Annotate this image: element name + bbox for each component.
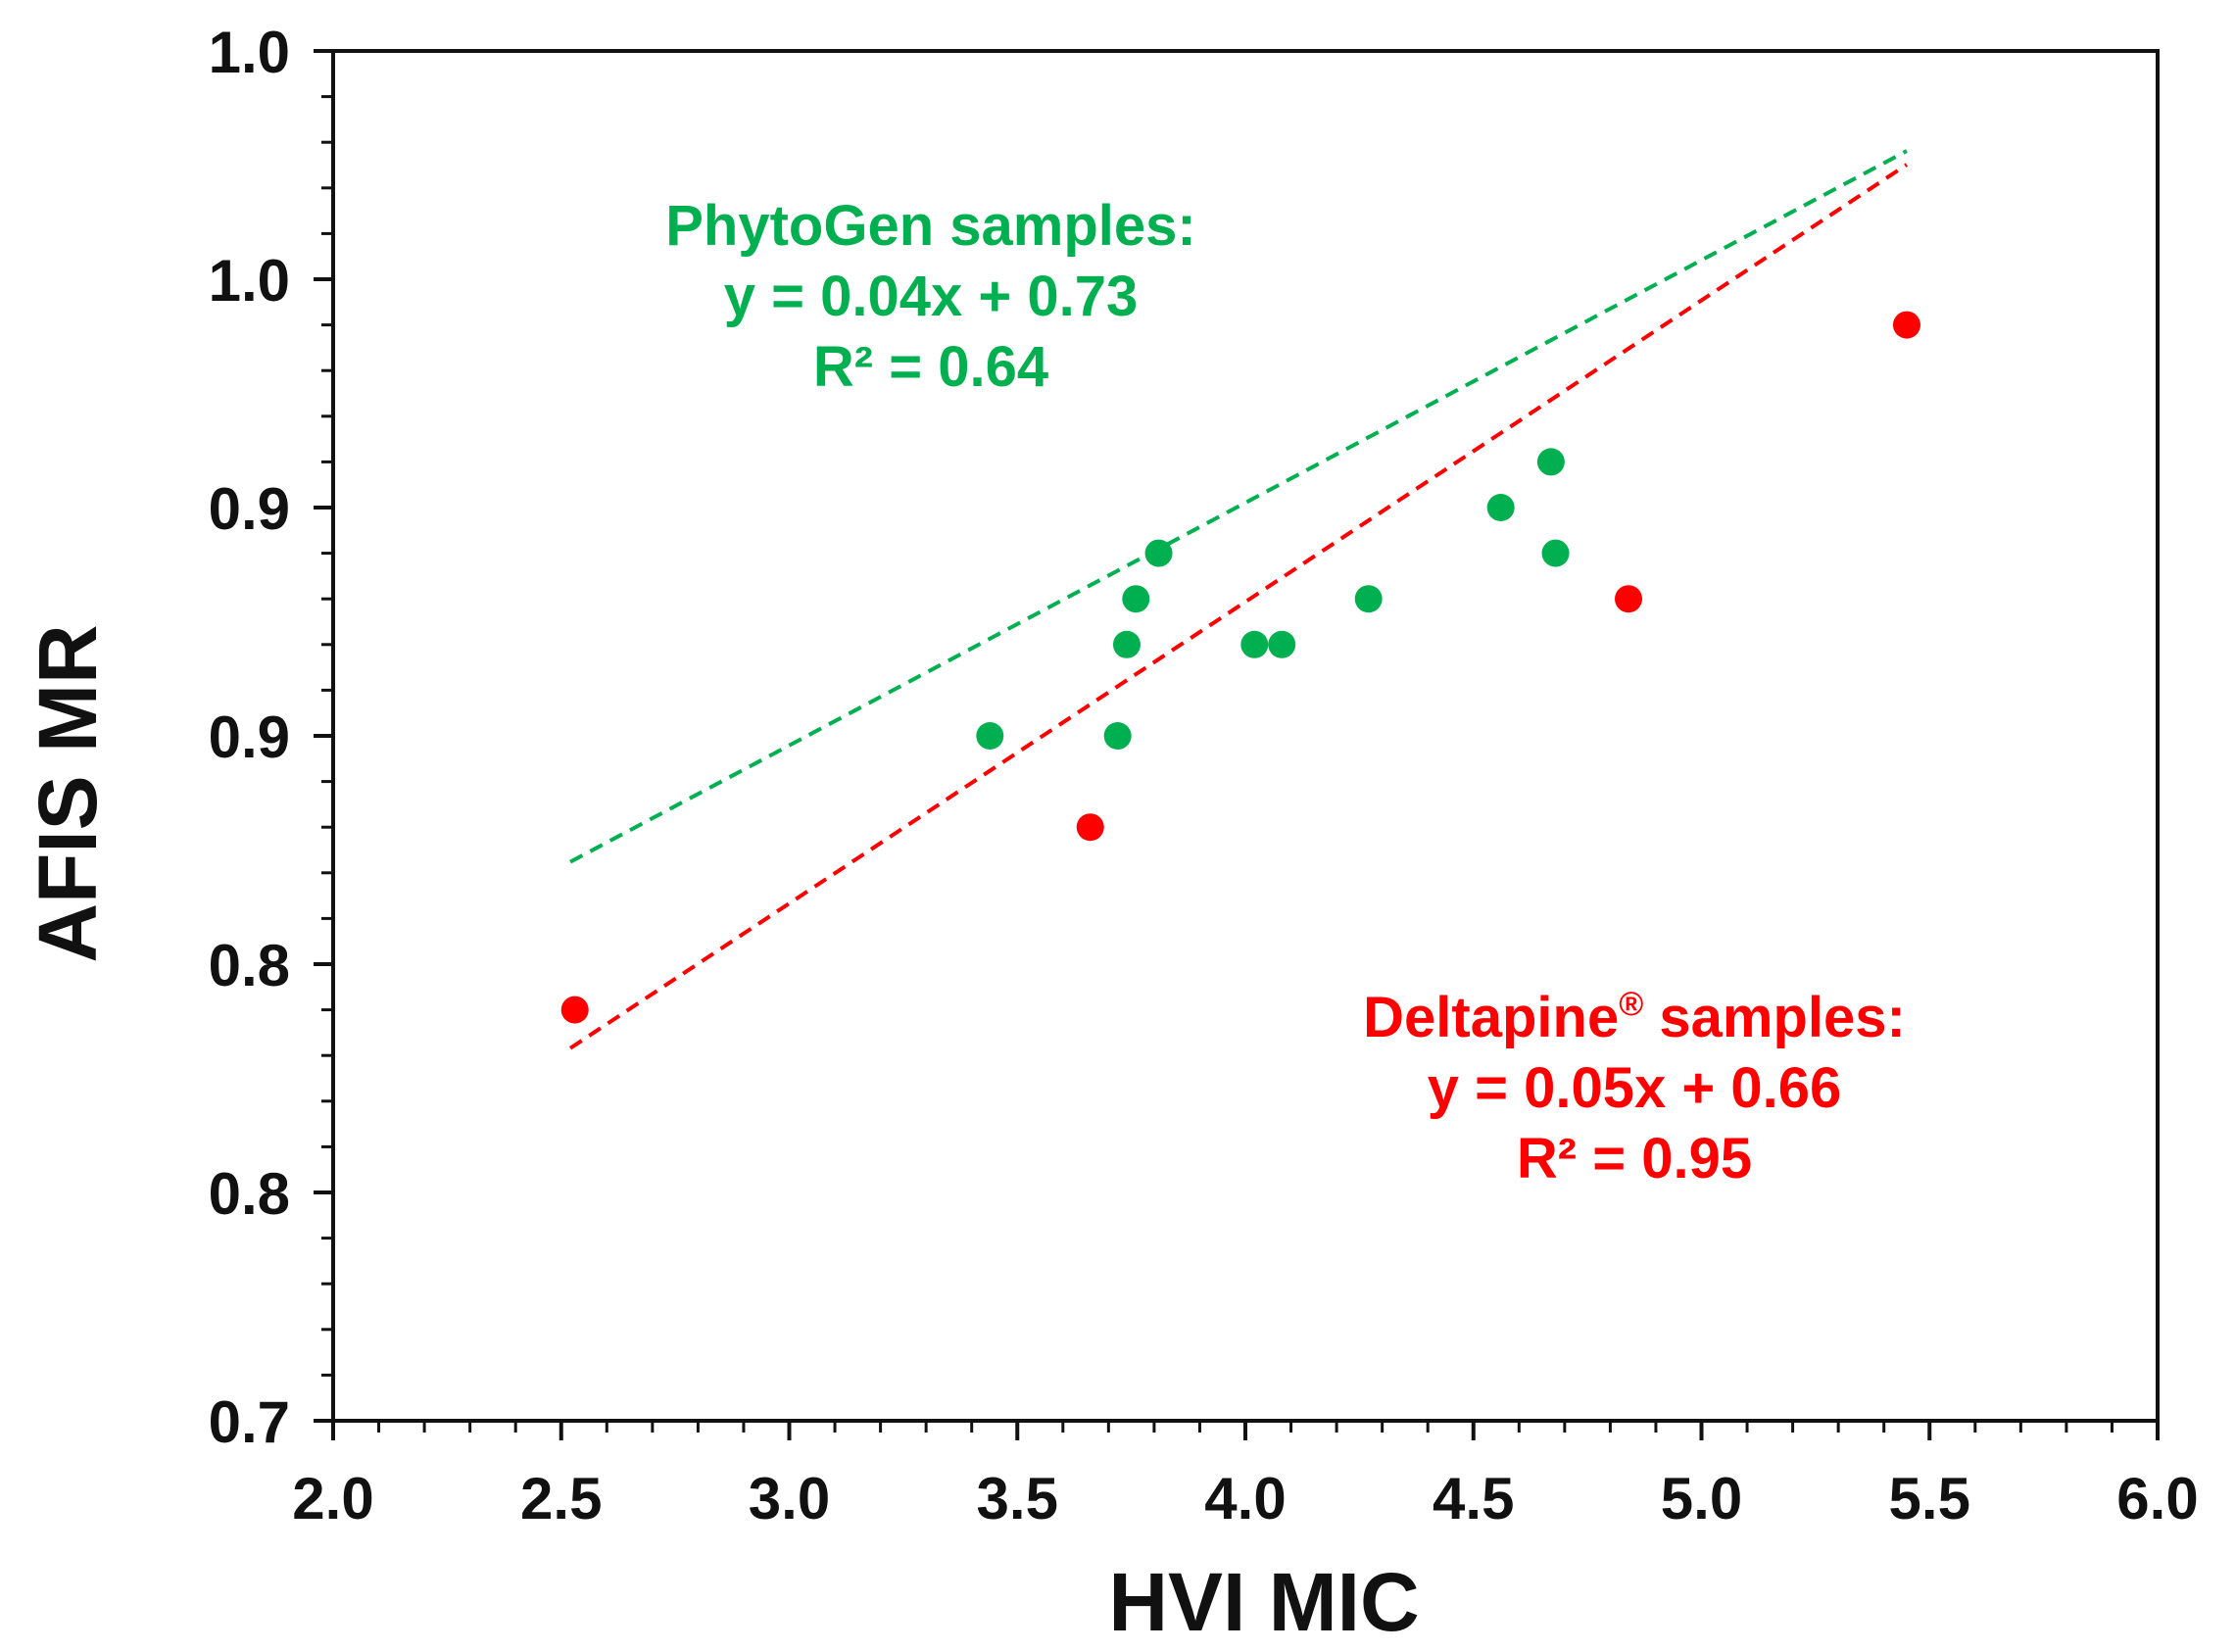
deltapine-annotation: Deltapine® samples: y = 0.05x + 0.66 R² … <box>1363 986 1906 1190</box>
deltapine-data-point <box>560 996 589 1024</box>
y-tick-label: 0.8 <box>209 1161 290 1227</box>
x-tick-label: 6.0 <box>2116 1466 2198 1531</box>
phytogen-data-point <box>976 722 1004 750</box>
phytogen-annotation-title: PhytoGen samples: <box>665 194 1195 258</box>
phytogen-data-point <box>1103 722 1132 750</box>
deltapine-trendline <box>568 163 1909 1050</box>
trendlines <box>568 149 1909 1050</box>
deltapine-data-point <box>1076 813 1104 842</box>
phytogen-annotation-r-squared: R² = 0.64 <box>813 335 1048 399</box>
deltapine-annotation-r-squared: R² = 0.95 <box>1517 1127 1752 1190</box>
phytogen-data-point <box>1541 539 1570 567</box>
x-tick-label: 2.0 <box>292 1466 373 1531</box>
x-tick-label: 3.5 <box>977 1466 1058 1531</box>
x-tick-label: 2.5 <box>520 1466 602 1531</box>
deltapine-annotation-title: Deltapine® samples: <box>1363 986 1906 1049</box>
x-axis-tick-labels: 2.0 2.5 3.0 3.5 4.0 4.5 5.0 5.5 6.0 <box>292 1466 2198 1531</box>
deltapine-annotation-equation: y = 0.05x + 0.66 <box>1428 1056 1841 1120</box>
phytogen-annotation-equation: y = 0.04x + 0.73 <box>724 265 1138 328</box>
x-tick-label: 5.0 <box>1661 1466 1742 1531</box>
phytogen-data-point <box>1268 630 1296 658</box>
y-tick-label: 0.9 <box>209 476 290 542</box>
phytogen-data-point <box>1122 585 1150 613</box>
y-tick-label: 1.0 <box>209 20 290 85</box>
phytogen-annotation: PhytoGen samples: y = 0.04x + 0.73 R² = … <box>665 194 1195 399</box>
y-tick-label: 1.0 <box>209 248 290 314</box>
y-tick-label: 0.8 <box>209 933 290 998</box>
deltapine-title-main: Deltapine <box>1363 986 1619 1049</box>
y-axis-tick-labels: 0.7 0.8 0.8 0.9 0.9 1.0 1.0 <box>209 20 290 1455</box>
y-axis-title: AFIS MR <box>22 624 114 962</box>
phytogen-data-point <box>1240 630 1269 658</box>
x-tick-label: 4.0 <box>1204 1466 1286 1531</box>
phytogen-data-point <box>1486 494 1515 521</box>
deltapine-title-registered: ® <box>1619 986 1643 1023</box>
y-axis-ticks <box>314 49 333 1423</box>
phytogen-data-point <box>1354 585 1383 613</box>
deltapine-data-point <box>1615 585 1643 613</box>
deltapine-data-point <box>1892 311 1920 339</box>
phytogen-data-point <box>1112 630 1141 658</box>
phytogen-data-point <box>1536 448 1565 476</box>
data-points <box>560 311 1920 1024</box>
x-tick-label: 4.5 <box>1433 1466 1514 1531</box>
x-axis-ticks <box>331 1421 2160 1440</box>
phytogen-data-point <box>1144 539 1173 567</box>
x-tick-label: 3.0 <box>749 1466 830 1531</box>
x-tick-label: 5.5 <box>1889 1466 1970 1531</box>
deltapine-title-rest: samples: <box>1643 986 1906 1049</box>
y-tick-label: 0.9 <box>209 705 290 770</box>
y-tick-label: 0.7 <box>209 1389 290 1455</box>
phytogen-trendline <box>569 149 1908 864</box>
x-axis-title: HVI MIC <box>1108 1556 1419 1648</box>
